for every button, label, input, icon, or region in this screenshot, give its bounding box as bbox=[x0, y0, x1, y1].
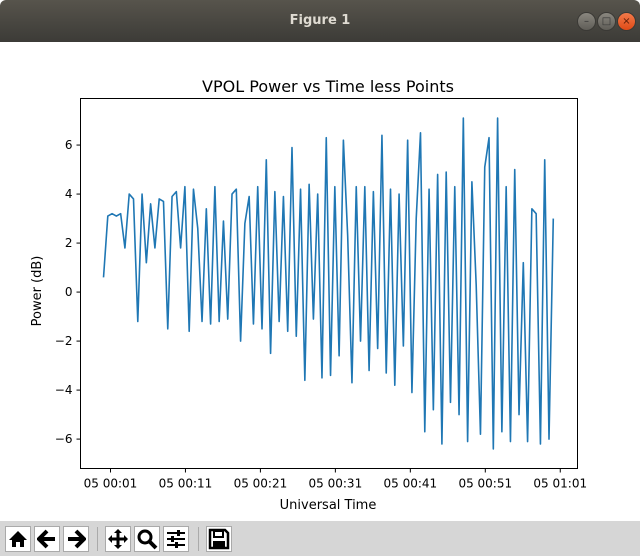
figure-canvas: VPOL Power vs Time less Points Universal… bbox=[0, 42, 640, 521]
home-button[interactable] bbox=[5, 526, 31, 552]
x-tick-label: 05 00:51 bbox=[458, 477, 512, 491]
pan-button[interactable] bbox=[105, 526, 131, 552]
forward-button[interactable] bbox=[63, 526, 89, 552]
y-tick-label: 2 bbox=[65, 236, 73, 250]
save-icon bbox=[208, 528, 230, 550]
x-tick-label: 05 00:01 bbox=[84, 477, 138, 491]
x-tick-label: 05 01:01 bbox=[533, 477, 587, 491]
window-title: Figure 1 bbox=[289, 13, 351, 28]
minimize-icon: – bbox=[584, 16, 589, 27]
chart: VPOL Power vs Time less Points Universal… bbox=[30, 77, 587, 513]
y-tick-label: −4 bbox=[55, 383, 73, 397]
home-icon bbox=[9, 531, 27, 547]
y-tick-label: 0 bbox=[65, 285, 73, 299]
y-tick-label: 6 bbox=[65, 138, 73, 152]
window-titlebar: Figure 1 – □ × bbox=[0, 0, 640, 42]
chart-title: VPOL Power vs Time less Points bbox=[202, 77, 454, 96]
close-icon: × bbox=[622, 16, 631, 27]
series-line-vpol-power bbox=[102, 117, 555, 450]
x-tick-label: 05 00:11 bbox=[159, 477, 213, 491]
minimize-button[interactable]: – bbox=[577, 12, 596, 31]
y-axis-label: Power (dB) bbox=[30, 256, 45, 327]
configure-subplots-icon bbox=[167, 530, 185, 548]
toolbar-separator bbox=[97, 527, 98, 551]
maximize-icon: □ bbox=[601, 16, 612, 27]
zoom-icon bbox=[137, 529, 158, 550]
x-axis-label: Universal Time bbox=[280, 498, 377, 513]
toolbar-separator bbox=[198, 527, 199, 551]
y-tick-label: −6 bbox=[55, 432, 73, 446]
back-arrow-icon bbox=[37, 529, 55, 549]
x-tick-label: 05 00:31 bbox=[309, 477, 363, 491]
save-button[interactable] bbox=[206, 526, 232, 552]
x-tick-label: 05 00:21 bbox=[234, 477, 288, 491]
y-tick-label: 4 bbox=[65, 187, 73, 201]
x-tick-label: 05 00:41 bbox=[383, 477, 437, 491]
navigation-toolbar bbox=[0, 521, 640, 556]
close-button[interactable]: × bbox=[617, 12, 636, 31]
maximize-button[interactable]: □ bbox=[597, 12, 616, 31]
configure-subplots-button[interactable] bbox=[163, 526, 189, 552]
y-tick-label: −2 bbox=[55, 334, 73, 348]
zoom-button[interactable] bbox=[134, 526, 160, 552]
back-button[interactable] bbox=[34, 526, 60, 552]
pan-icon bbox=[108, 529, 128, 549]
forward-arrow-icon bbox=[68, 529, 86, 549]
axes-frame bbox=[80, 98, 578, 469]
